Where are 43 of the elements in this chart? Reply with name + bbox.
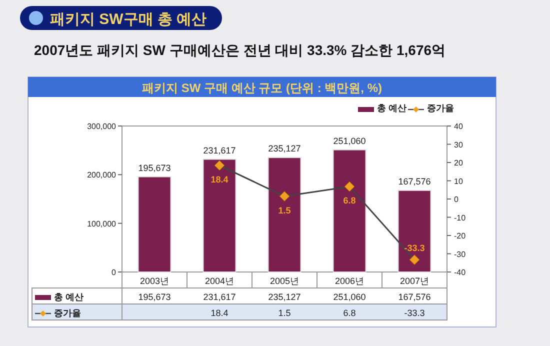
- data-label: -33.3: [404, 308, 425, 318]
- data-label: 251,060: [333, 292, 366, 302]
- chart-subtitle: 2007년도 패키지 SW 구매예산은 전년 대비 33.3% 감소한 1,676억: [34, 42, 446, 58]
- y2-tick-label: -40: [454, 268, 466, 277]
- data-label: 18.4: [210, 308, 228, 318]
- text: 총 예산: [54, 292, 84, 302]
- text: 증가율: [54, 308, 81, 318]
- text: 167,576: [398, 176, 431, 186]
- y2-tick-label: 30: [454, 140, 464, 150]
- text: 235,127: [268, 144, 301, 154]
- y2-tick-label: 10: [454, 176, 464, 186]
- chart-title: 패키지 SW구매 총 예산: [50, 11, 207, 28]
- y2-tick-label: -30: [454, 250, 466, 259]
- y2-tick-label: -10: [454, 213, 466, 222]
- x-tick-label: 2005년: [270, 276, 300, 286]
- x-tick-label: 2004년: [204, 276, 234, 286]
- legend-label: 총 예산: [377, 103, 407, 113]
- y-tick-label: 300,000: [87, 122, 117, 131]
- text: 18.4: [210, 174, 228, 184]
- data-label: 6.8: [343, 308, 356, 318]
- y-tick-label: 0: [112, 268, 117, 277]
- y2-tick-label: 40: [454, 122, 464, 131]
- y2-tick-label: 20: [454, 158, 464, 168]
- y-tick-label: 200,000: [87, 170, 117, 180]
- legend-label: 증가율: [427, 103, 454, 113]
- x-tick-label: 2007년: [400, 276, 430, 286]
- text: 195,673: [138, 162, 171, 173]
- y2-tick-label: 0: [454, 195, 459, 204]
- data-label: 195,673: [138, 292, 171, 302]
- text: 251,060: [333, 136, 366, 146]
- data-label: 1.5: [278, 308, 291, 318]
- data-label: 235,127: [268, 292, 301, 302]
- text: 1.5: [278, 205, 291, 216]
- text: 6.8: [343, 196, 356, 206]
- y-tick-label: 100,000: [87, 219, 117, 228]
- x-tick-label: 2003년: [140, 276, 170, 286]
- y2-tick-label: -20: [454, 232, 466, 240]
- data-label: 167,576: [398, 292, 431, 302]
- text: -33.3: [404, 242, 425, 253]
- text: 패키지 SW 구매 예산 규모 (단위 : 백만원, %): [142, 81, 382, 95]
- x-tick-label: 2006년: [334, 276, 364, 286]
- data-label: 231,617: [203, 292, 236, 302]
- text: 231,617: [203, 145, 236, 156]
